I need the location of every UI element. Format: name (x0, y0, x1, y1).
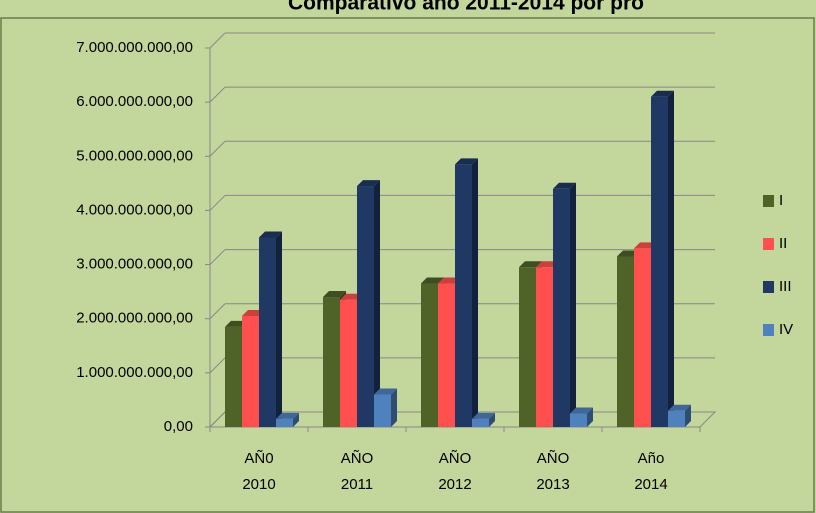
y-tick-label: 5.000.000.000,00 (76, 147, 193, 164)
bar (519, 267, 536, 427)
bar (617, 256, 634, 427)
bar-top (374, 388, 397, 395)
grid-line-side (209, 303, 226, 320)
legend-swatch (763, 238, 774, 250)
bar-side (276, 231, 282, 427)
y-tick-label: 2.000.000.000,00 (76, 310, 193, 327)
bar (374, 394, 391, 427)
grid-line-side (209, 140, 226, 157)
bar-side (472, 158, 478, 427)
x-tick-label: 2012 (438, 476, 471, 493)
legend-swatch (763, 324, 774, 336)
bar (421, 283, 438, 427)
x-tick-label: Año (638, 450, 665, 467)
bar (634, 248, 651, 427)
x-tick-label: AÑO (439, 450, 472, 467)
bar-side (489, 412, 495, 427)
x-tick-label: AÑO (537, 450, 570, 467)
bar-side (293, 412, 299, 427)
bar-side (570, 182, 576, 427)
y-tick-label: 3.000.000.000,00 (76, 256, 193, 273)
bar (276, 418, 293, 427)
bar-top (553, 182, 576, 189)
bar (668, 410, 685, 427)
x-tick-label: 2013 (536, 476, 569, 493)
legend-label: IV (779, 321, 793, 338)
bar (357, 186, 374, 427)
bar-side (685, 404, 691, 427)
bar-top (651, 90, 674, 97)
grid-line-side (209, 195, 226, 211)
bar (225, 326, 242, 427)
bar-side (668, 90, 674, 427)
grid-line-side (209, 86, 226, 103)
bar-top (421, 277, 444, 284)
bar-top (276, 412, 299, 419)
grid-line-side (209, 249, 226, 265)
bar-side (587, 407, 593, 427)
bar (536, 267, 553, 427)
y-tick-label: 4.000.000.000,00 (76, 201, 193, 218)
bar (323, 297, 340, 427)
bar-top (668, 404, 691, 411)
y-tick-label: 1.000.000.000,00 (76, 364, 193, 381)
bar (570, 413, 587, 427)
x-tick-label: AÑ0 (244, 450, 273, 467)
legend-swatch (763, 281, 774, 293)
bar-top (323, 291, 346, 298)
bar-top (570, 407, 593, 414)
bar-top (472, 412, 495, 419)
legend-label: I (779, 192, 783, 209)
chart-title: Comparativo año 2011-2014 por pro (288, 0, 644, 15)
legend-label: II (779, 235, 787, 252)
x-tick-label: 2011 (341, 476, 373, 493)
y-tick-label: 7.000.000.000,00 (76, 39, 193, 56)
x-tick-label: AÑO (341, 450, 374, 467)
grid-line-side (209, 411, 226, 428)
legend-swatch (763, 195, 774, 207)
bar-side (391, 388, 397, 427)
x-tick-label: 2014 (634, 476, 667, 493)
bar (472, 418, 489, 427)
grid-line-side (209, 357, 226, 374)
bar (259, 237, 276, 427)
grid-line-side (209, 32, 226, 49)
legend-label: III (779, 278, 792, 295)
bar-top (455, 158, 478, 165)
bar (651, 96, 668, 427)
bar (340, 299, 357, 427)
bar-top (259, 231, 282, 238)
y-tick-label: 6.000.000.000,00 (76, 93, 193, 110)
bar (455, 164, 472, 427)
bar (553, 188, 570, 427)
bar (438, 283, 455, 427)
y-tick-label: 0,00 (164, 418, 193, 435)
bar-top (357, 180, 380, 187)
bar (242, 316, 259, 427)
bar-side (374, 180, 380, 427)
chart-border (0, 17, 815, 513)
bar-top (519, 261, 542, 268)
x-tick-label: 2010 (242, 476, 275, 493)
